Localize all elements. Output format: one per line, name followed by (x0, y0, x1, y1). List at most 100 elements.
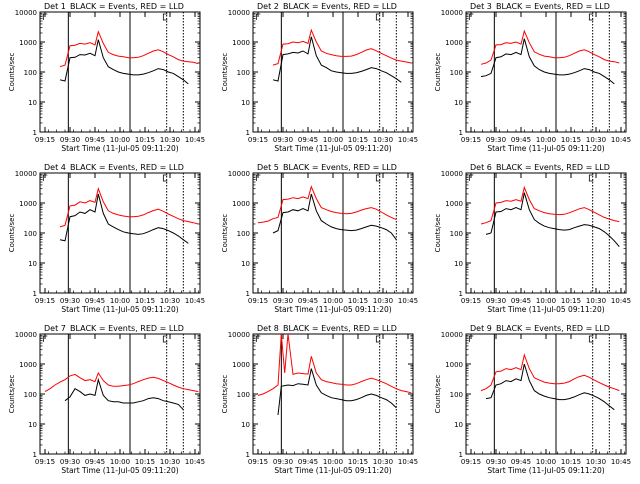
y-tick-label: 10 (241, 421, 250, 429)
y-tick-label: 100 (237, 391, 250, 399)
chart-panel-6: Det 6 BLACK = Events, RED = LLD 1 10 100 1000… (434, 163, 631, 314)
x-tick-label: 09:45 (511, 136, 531, 144)
x-axis-label: Start Time (11-Jul-05 09:11:20) (487, 305, 604, 314)
y-tick-label: 1000 (232, 361, 250, 369)
x-tick-label: 09:45 (298, 297, 318, 305)
series-line-lld (59, 30, 199, 68)
plot-frame (39, 333, 201, 455)
x-tick-label: 09:45 (298, 458, 318, 466)
chart-panel-2: Det 2 BLACK = Events, RED = LLD 1 10 100 1000… (221, 2, 418, 153)
chart-panel-1: Det 1 BLACK = Events, RED = LLD 1 10 100 1000… (8, 2, 205, 153)
series-line-events (272, 36, 402, 83)
x-tick-label: 09:45 (511, 458, 531, 466)
chart-panel-9: Det 9 BLACK = Events, RED = LLD 1 10 100 1000… (434, 324, 631, 475)
panel-legend: BLACK = Events, RED = LLD (70, 163, 184, 172)
y-tick-label: 100 (24, 391, 37, 399)
corner-bracket-mark (255, 174, 261, 181)
x-tick-label: 09:15 (35, 136, 55, 144)
x-tick-label: 10:30 (160, 458, 180, 466)
y-tick-label: 10 (28, 421, 37, 429)
y-tick-label: 10000 (228, 170, 250, 178)
series-line-lld (257, 333, 412, 396)
x-tick-label: 09:30 (486, 297, 506, 305)
x-tick-label: 09:15 (461, 458, 481, 466)
corner-bracket-mark (255, 13, 261, 20)
series-line-events (485, 192, 620, 248)
x-tick-label: 10:45 (185, 136, 205, 144)
x-tick-label: 09:15 (35, 297, 55, 305)
y-tick-label: 1 (33, 290, 37, 298)
panel-title: Det 4 (44, 163, 66, 172)
chart-panel-5: Det 5 BLACK = Events, RED = LLD 1 10 100 1000… (221, 163, 418, 314)
x-tick-label: 10:45 (611, 136, 631, 144)
corner-bracket-mark (468, 174, 474, 181)
x-axis-label: Start Time (11-Jul-05 09:11:20) (61, 466, 178, 475)
x-axis-label: Start Time (11-Jul-05 09:11:20) (274, 305, 391, 314)
y-tick-label: 1000 (232, 39, 250, 47)
x-tick-label: 09:45 (85, 458, 105, 466)
y-tick-label: 100 (450, 391, 463, 399)
x-tick-label: 10:45 (611, 458, 631, 466)
corner-bracket-mark (588, 13, 594, 21)
x-tick-label: 10:45 (185, 458, 205, 466)
y-tick-label: 1 (246, 129, 250, 137)
y-tick-label: 10 (28, 260, 37, 268)
panel-legend: BLACK = Events, RED = LLD (70, 324, 184, 333)
plot-frame (252, 172, 414, 294)
x-tick-label: 10:15 (348, 136, 368, 144)
y-tick-label: 1 (33, 129, 37, 137)
y-tick-label: 1000 (445, 39, 463, 47)
panel-title: Det 5 (257, 163, 279, 172)
panel-legend: BLACK = Events, RED = LLD (70, 2, 184, 11)
x-tick-label: 09:45 (298, 136, 318, 144)
x-tick-label: 09:45 (511, 297, 531, 305)
y-tick-label: 1000 (19, 361, 37, 369)
x-tick-label: 10:30 (373, 297, 393, 305)
x-tick-label: 09:30 (273, 136, 293, 144)
y-tick-label: 1 (246, 290, 250, 298)
y-tick-label: 100 (24, 69, 37, 77)
panel-title: Det 3 (470, 2, 492, 11)
chart-panel-7: Det 7 BLACK = Events, RED = LLD 1 10 100 1000… (8, 324, 205, 475)
y-axis-label: Counts/sec (434, 214, 442, 253)
corner-bracket-mark (588, 335, 594, 343)
y-tick-label: 100 (24, 230, 37, 238)
x-tick-label: 09:30 (60, 297, 80, 305)
series-line-events (59, 39, 189, 85)
corner-bracket-mark (468, 13, 474, 20)
y-tick-label: 1 (246, 451, 250, 459)
corner-bracket-mark (255, 335, 261, 342)
y-tick-label: 10000 (441, 9, 463, 17)
y-tick-label: 10 (28, 99, 37, 107)
x-tick-label: 10:30 (373, 458, 393, 466)
series-line-events (59, 193, 189, 244)
y-axis-label: Counts/sec (8, 214, 16, 253)
x-tick-label: 10:15 (561, 136, 581, 144)
x-tick-label: 09:45 (85, 136, 105, 144)
series-line-lld (480, 185, 620, 225)
corner-bracket-mark (162, 335, 168, 343)
corner-bracket-mark (588, 174, 594, 182)
corner-bracket-mark (162, 174, 168, 182)
x-tick-label: 10:45 (398, 458, 418, 466)
x-tick-label: 10:30 (586, 297, 606, 305)
y-axis-label: Counts/sec (434, 53, 442, 92)
x-tick-label: 10:15 (561, 458, 581, 466)
y-axis-label: Counts/sec (434, 375, 442, 414)
panel-title: Det 2 (257, 2, 279, 11)
y-tick-label: 10 (241, 99, 250, 107)
panel-title: Det 8 (257, 324, 279, 333)
y-tick-label: 10000 (228, 9, 250, 17)
y-axis-label: Counts/sec (221, 53, 229, 92)
x-tick-label: 09:30 (486, 136, 506, 144)
x-tick-label: 09:45 (85, 297, 105, 305)
corner-bracket-mark (42, 335, 48, 342)
series-line-lld (272, 28, 412, 66)
x-tick-label: 10:00 (110, 297, 130, 305)
y-tick-label: 100 (450, 69, 463, 77)
x-tick-label: 10:15 (348, 297, 368, 305)
y-tick-label: 10000 (441, 170, 463, 178)
x-axis-label: Start Time (11-Jul-05 09:11:20) (487, 144, 604, 153)
